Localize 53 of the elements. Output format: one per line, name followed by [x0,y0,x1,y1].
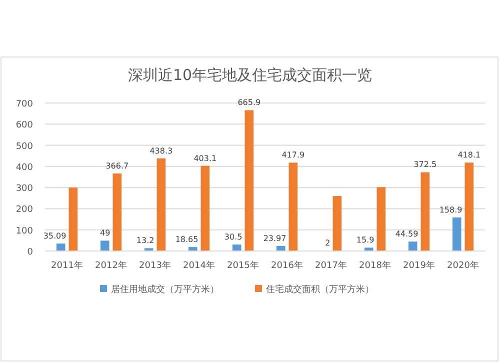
bar [420,172,430,251]
data-label: 665.9 [238,98,261,108]
data-label: 372.5 [414,160,437,170]
bar [464,162,474,251]
x-tick-label: 2012年 [95,260,127,271]
data-label: 417.9 [282,150,305,160]
data-label: 44.59 [395,230,418,239]
data-label: 438.3 [150,146,173,156]
data-label: 418.1 [458,150,481,160]
legend-label: 居住用地成交（万平方米） [111,284,219,295]
bar [288,162,298,251]
chart-title: 深圳近10年宅地及住宅成交面积一览 [128,66,372,84]
data-label: 23.97 [263,234,286,243]
bar [68,188,78,251]
x-tick-label: 2013年 [139,260,171,271]
y-tick-label: 400 [16,162,34,173]
bar [112,173,122,251]
data-label: 15.9 [356,236,374,245]
x-tick-label: 2020年 [447,260,479,271]
data-label: 18.65 [175,235,198,244]
bar [156,158,166,251]
bar [376,187,386,251]
y-tick-label: 300 [16,184,34,194]
bar [232,244,242,251]
bar [452,217,462,251]
y-tick-label: 500 [16,142,34,152]
data-label: 35.09 [43,232,66,241]
data-label: 30.5 [224,232,242,242]
data-label: 2 [325,238,330,248]
legend-label: 住宅成交面积（万平方米） [266,284,374,295]
bar [100,240,110,251]
x-tick-label: 2015年 [227,260,259,271]
bar [244,110,254,251]
y-tick-label: 700 [16,100,34,110]
data-label: 158.9 [439,205,462,214]
x-tick-label: 2018年 [359,260,391,271]
data-label: 366.7 [106,161,129,170]
bar [408,242,418,251]
y-tick-label: 100 [16,226,34,236]
data-label: 403.1 [194,154,217,163]
y-tick-label: 0 [27,248,34,258]
bar [56,244,66,251]
bar [332,196,342,251]
x-tick-label: 2014年 [183,260,215,271]
x-tick-label: 2011年 [51,260,83,271]
x-tick-label: 2016年 [271,260,303,271]
x-tick-label: 2019年 [403,260,435,271]
x-tick-label: 2017年 [315,260,347,271]
data-label: 13.2 [136,236,154,246]
bar [200,166,210,251]
y-tick-label: 600 [16,120,34,131]
y-tick-label: 200 [16,205,34,216]
data-label: 49 [100,228,110,238]
